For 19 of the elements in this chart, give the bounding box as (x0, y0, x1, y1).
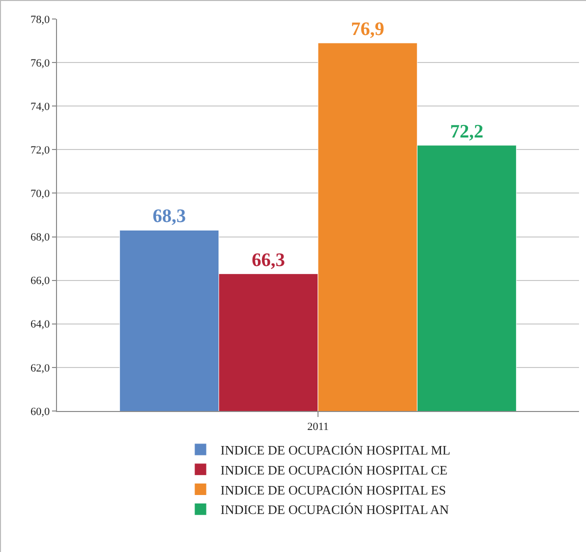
data-label: 68,3 (152, 206, 186, 228)
legend-label: INDICE DE OCUPACIÓN HOSPITAL CE (220, 462, 448, 478)
legend-label: INDICE DE OCUPACIÓN HOSPITAL ML (220, 442, 450, 458)
data-label: 66,3 (252, 250, 286, 271)
data-label: 76,9 (350, 18, 384, 40)
y-tick-label: 72,0 (30, 144, 50, 157)
y-tick-label: 66,0 (30, 275, 50, 288)
y-tick-label: 76,0 (30, 57, 50, 70)
x-tick-label: 2011 (307, 421, 329, 434)
legend-label: INDICE DE OCUPACIÓN HOSPITAL AN (220, 502, 450, 518)
y-tick-label: 78,0 (30, 14, 50, 26)
data-label: 72,2 (450, 121, 484, 142)
y-tick-label: 60,0 (30, 406, 50, 418)
y-tick-label: 62,0 (30, 362, 50, 374)
y-tick-label: 70,0 (30, 188, 50, 200)
y-tick-label: 64,0 (30, 318, 50, 331)
legend-label: INDICE DE OCUPACIÓN HOSPITAL ES (220, 482, 446, 498)
y-tick-label: 74,0 (30, 100, 50, 113)
y-tick-label: 68,0 (30, 232, 50, 244)
